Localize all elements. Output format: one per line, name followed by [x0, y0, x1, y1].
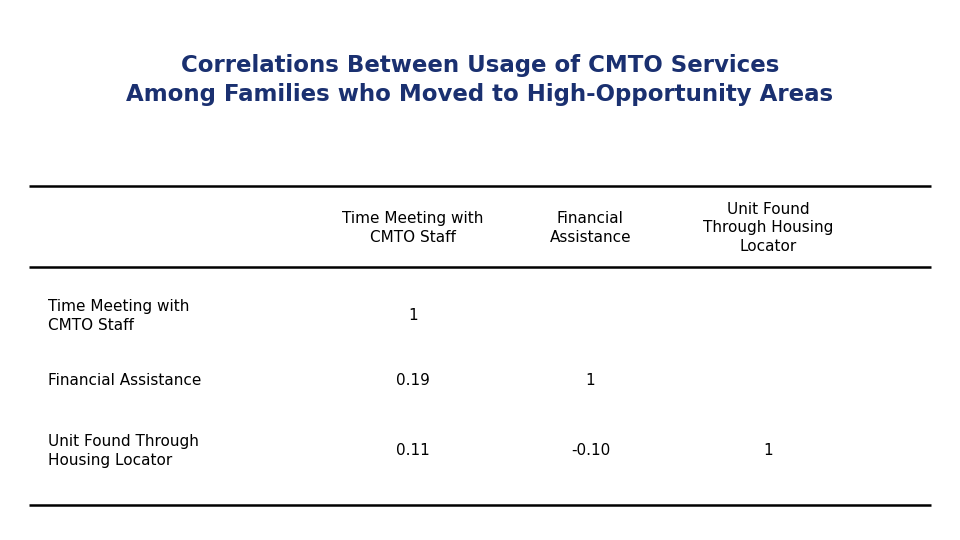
- Text: 1: 1: [586, 373, 595, 388]
- Text: 0.11: 0.11: [396, 443, 430, 458]
- Text: Unit Found Through
Housing Locator: Unit Found Through Housing Locator: [48, 434, 199, 468]
- Text: Time Meeting with
CMTO Staff: Time Meeting with CMTO Staff: [342, 211, 484, 245]
- Text: Correlations Between Usage of CMTO Services
Among Families who Moved to High-Opp: Correlations Between Usage of CMTO Servi…: [127, 54, 833, 106]
- Text: Time Meeting with
CMTO Staff: Time Meeting with CMTO Staff: [48, 299, 189, 333]
- Text: Financial
Assistance: Financial Assistance: [549, 211, 632, 245]
- Text: 1: 1: [763, 443, 773, 458]
- Text: Unit Found
Through Housing
Locator: Unit Found Through Housing Locator: [703, 202, 833, 254]
- Text: 1: 1: [408, 308, 418, 323]
- Text: -0.10: -0.10: [571, 443, 610, 458]
- Text: 0.19: 0.19: [396, 373, 430, 388]
- Text: Financial Assistance: Financial Assistance: [48, 373, 202, 388]
